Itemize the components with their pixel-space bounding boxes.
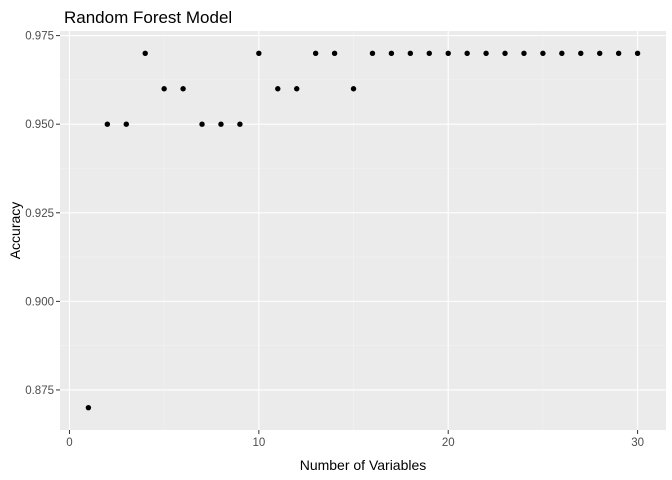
data-point	[540, 50, 546, 57]
data-point	[445, 50, 451, 57]
y-tick-label: 0.900	[25, 296, 54, 308]
data-point	[369, 50, 376, 57]
y-tick-label: 0.950	[25, 119, 54, 131]
data-point	[85, 404, 92, 411]
x-tick-label: 20	[442, 437, 455, 449]
data-point	[104, 121, 111, 127]
data-point	[123, 121, 129, 127]
y-tick-label: 0.875	[25, 385, 54, 397]
data-point	[180, 86, 186, 92]
data-point	[294, 86, 300, 92]
x-tick-label: 10	[252, 437, 265, 449]
data-point	[199, 121, 205, 127]
data-point	[407, 50, 414, 57]
data-point	[464, 50, 470, 57]
data-point	[350, 86, 357, 92]
x-tick-label: 0	[66, 437, 72, 449]
y-tick-label: 0.975	[25, 31, 54, 43]
data-point	[256, 50, 262, 57]
x-axis-title: Number of Variables	[300, 457, 427, 473]
data-point	[615, 50, 622, 57]
minor-gridlines	[60, 31, 666, 430]
y-axis-title: Accuracy	[7, 202, 23, 260]
data-point	[634, 50, 641, 57]
data-point	[161, 86, 167, 92]
data-point	[275, 86, 281, 92]
data-point	[388, 50, 395, 57]
data-point	[502, 50, 508, 57]
plot-panel	[60, 31, 666, 430]
x-axis: 0 10 20 30	[66, 430, 644, 449]
data-point	[578, 50, 584, 57]
data-point	[312, 50, 319, 57]
data-point	[218, 121, 224, 127]
data-point	[426, 50, 432, 57]
data-point	[237, 121, 243, 127]
data-point	[142, 50, 148, 57]
chart-title: Random Forest Model	[64, 8, 232, 27]
data-point	[521, 50, 527, 57]
y-axis: 0.875 0.900 0.925 0.950 0.975	[25, 31, 60, 397]
data-point	[483, 50, 489, 57]
data-point	[331, 50, 338, 57]
y-tick-label: 0.925	[25, 208, 54, 220]
data-point	[559, 50, 565, 57]
major-gridlines	[60, 31, 666, 430]
x-tick-label: 30	[631, 437, 644, 449]
data-points	[85, 50, 641, 411]
data-point	[597, 50, 603, 57]
